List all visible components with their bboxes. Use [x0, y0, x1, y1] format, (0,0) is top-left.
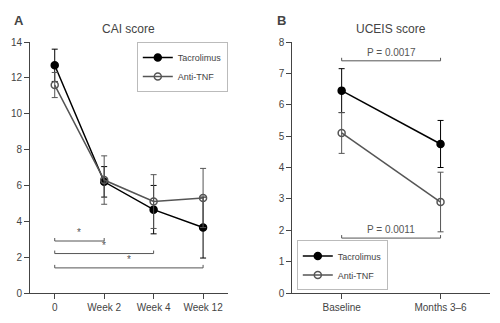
svg-text:0: 0	[279, 288, 285, 299]
svg-text:Week 12: Week 12	[183, 302, 223, 313]
svg-text:*: *	[102, 240, 106, 251]
svg-text:4: 4	[16, 216, 22, 227]
svg-text:0: 0	[52, 302, 58, 313]
svg-text:P = 0.0017: P = 0.0017	[367, 47, 416, 58]
svg-text:8: 8	[279, 37, 285, 48]
svg-text:4: 4	[279, 162, 285, 173]
svg-text:Week 2: Week 2	[87, 302, 121, 313]
svg-text:Tacrolimus: Tacrolimus	[338, 252, 382, 262]
svg-text:A: A	[14, 13, 24, 28]
svg-text:Months 3–6: Months 3–6	[414, 302, 467, 313]
svg-text:6: 6	[279, 99, 285, 110]
svg-text:14: 14	[11, 37, 23, 48]
svg-text:*: *	[77, 227, 81, 238]
svg-text:CAI score: CAI score	[102, 22, 155, 36]
svg-text:Baseline: Baseline	[322, 302, 361, 313]
svg-text:Week 4: Week 4	[137, 302, 171, 313]
svg-text:12: 12	[11, 72, 23, 83]
svg-text:8: 8	[16, 144, 22, 155]
svg-text:Tacrolimus: Tacrolimus	[178, 53, 222, 63]
svg-text:6: 6	[16, 180, 22, 191]
svg-text:7: 7	[279, 68, 285, 79]
svg-text:5: 5	[279, 131, 285, 142]
svg-text:UCEIS score: UCEIS score	[356, 22, 426, 36]
svg-text:0: 0	[16, 288, 22, 299]
svg-text:Anti-TNF: Anti-TNF	[178, 72, 215, 82]
svg-text:2: 2	[16, 252, 22, 263]
svg-text:10: 10	[11, 108, 23, 119]
svg-text:2: 2	[279, 225, 285, 236]
svg-text:3: 3	[279, 193, 285, 204]
svg-text:P = 0.0011: P = 0.0011	[367, 224, 415, 235]
svg-text:B: B	[277, 13, 286, 28]
svg-text:1: 1	[279, 256, 285, 267]
svg-text:Anti-TNF: Anti-TNF	[338, 271, 375, 281]
svg-text:*: *	[127, 254, 131, 265]
